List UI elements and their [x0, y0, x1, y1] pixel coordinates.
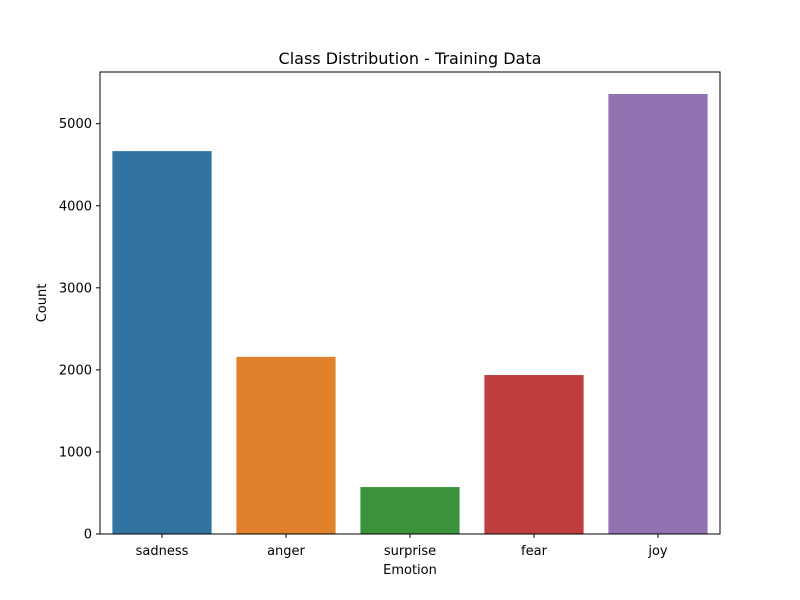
chart-title: Class Distribution - Training Data: [279, 49, 542, 68]
x-tick-label: surprise: [384, 544, 436, 559]
y-tick-label: 1000: [59, 445, 92, 460]
y-axis-ticks: 0 1000 2000 3000 4000 5000: [59, 117, 100, 543]
y-tick-label: 0: [84, 528, 92, 543]
bar-fear: [484, 375, 584, 534]
bar-joy: [608, 93, 708, 534]
y-axis-label: Count: [35, 284, 50, 323]
x-axis-ticks: sadness anger surprise fear joy: [136, 534, 668, 559]
x-tick-label: fear: [521, 544, 548, 559]
y-tick-label: 2000: [59, 363, 92, 378]
bar-anger: [236, 356, 336, 534]
y-tick-label: 3000: [59, 281, 92, 296]
plot-frame: [99, 71, 721, 535]
x-axis-label: Emotion: [383, 563, 437, 578]
x-tick-label: anger: [267, 544, 305, 559]
y-tick-label: 4000: [59, 199, 92, 214]
x-tick-label: joy: [647, 544, 668, 559]
x-tick-label: sadness: [136, 544, 189, 559]
bar-surprise: [360, 487, 460, 534]
y-tick-label: 5000: [59, 117, 92, 132]
bars-group: [112, 93, 708, 535]
bar-sadness: [112, 151, 212, 535]
